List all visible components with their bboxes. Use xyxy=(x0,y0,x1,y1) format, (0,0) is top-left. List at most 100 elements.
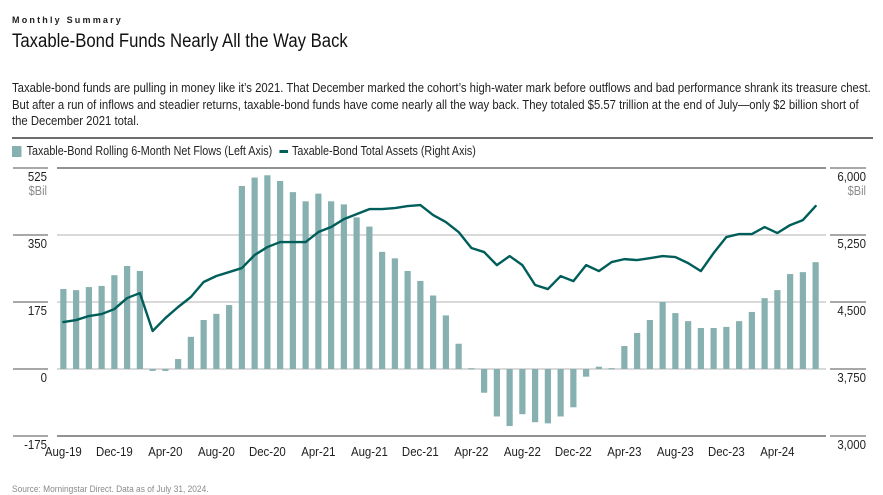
flows-bar xyxy=(736,321,743,369)
x-tick-label: Dec-19 xyxy=(96,444,133,459)
flows-bar xyxy=(723,326,730,369)
x-tick-label: Apr-20 xyxy=(148,444,182,459)
flows-bar xyxy=(646,319,653,369)
flows-bar xyxy=(111,275,118,369)
x-tick-label: Aug-21 xyxy=(351,444,388,459)
flows-bar xyxy=(672,313,679,369)
right-axis: 6,000 5,250 4,500 3,750 3,000 $Bil xyxy=(830,167,866,452)
flows-bar xyxy=(238,185,245,369)
flows-bar xyxy=(621,346,628,369)
flows-bar xyxy=(162,369,169,371)
flows-bar xyxy=(468,368,475,370)
flows-bar xyxy=(200,319,207,369)
flows-bar xyxy=(366,226,373,369)
left-axis: 525 350 175 0 -175 $Bil xyxy=(13,167,48,452)
flows-bar xyxy=(583,369,590,377)
left-axis-unit-label: $Bil xyxy=(29,184,47,198)
x-tick-label: Apr-22 xyxy=(454,444,488,459)
x-tick-label: Dec-23 xyxy=(708,444,745,459)
x-tick-label: Aug-23 xyxy=(657,444,694,459)
x-tick-label: Aug-19 xyxy=(45,444,82,459)
flows-bar xyxy=(532,369,539,423)
right-axis-unit-label: $Bil xyxy=(848,184,866,198)
legend-flows-label: Taxable-Bond Rolling 6-Month Net Flows (… xyxy=(26,144,273,158)
x-tick-label: Dec-20 xyxy=(249,444,286,459)
flows-bar xyxy=(557,369,564,417)
flows-bar xyxy=(391,258,398,369)
flows-bar xyxy=(787,274,794,369)
x-axis: Aug-19 Dec-19 Apr-20 Aug-20 Dec-20 Apr-21 Aug-… xyxy=(45,444,795,459)
flows-bar xyxy=(455,343,462,369)
right-tick-label: 4,500 xyxy=(837,303,866,318)
flows-bar xyxy=(608,368,615,370)
flows-bar xyxy=(430,295,437,369)
flows-bar xyxy=(774,290,781,369)
flows-bar xyxy=(506,369,513,427)
assets-line-group xyxy=(62,203,817,333)
chart-title: Taxable-Bond Funds Nearly All the Way Ba… xyxy=(12,31,348,52)
flows-bar xyxy=(149,369,156,371)
flows-bar xyxy=(277,181,284,369)
eyebrow-label: Monthly Summary xyxy=(12,15,124,25)
flows-bar xyxy=(289,192,296,369)
flows-bar xyxy=(685,321,692,369)
x-tick-label: Apr-24 xyxy=(760,444,794,459)
right-tick-label: 3,750 xyxy=(837,370,866,385)
legend-bar-swatch-icon xyxy=(12,145,22,157)
left-tick-label: 0 xyxy=(41,370,48,385)
legend: Taxable-Bond Rolling 6-Month Net Flows (… xyxy=(12,144,483,158)
chart-description: Taxable-bond funds are pulling in money … xyxy=(12,80,871,128)
flows-bar xyxy=(595,366,602,369)
flows-bar xyxy=(353,217,360,369)
right-tick-label: 5,250 xyxy=(837,236,866,251)
flows-bar xyxy=(442,315,449,369)
flows-bar xyxy=(213,313,220,369)
flows-bar xyxy=(251,177,258,369)
flows-bar xyxy=(417,280,424,369)
flows-bar xyxy=(175,359,182,369)
header-divider xyxy=(12,137,873,139)
flows-bar xyxy=(136,270,143,369)
left-tick-label: 525 xyxy=(28,169,47,184)
flows-bar xyxy=(226,305,233,369)
assets-line xyxy=(62,203,817,333)
right-tick-label: 6,000 xyxy=(837,169,866,184)
flows-bar xyxy=(85,287,92,369)
flows-bar xyxy=(544,369,551,424)
flows-bar xyxy=(481,369,488,393)
flows-bar xyxy=(60,288,67,369)
legend-assets-label: Taxable-Bond Total Assets (Right Axis) xyxy=(291,144,476,158)
right-tick-label: 3,000 xyxy=(837,437,866,452)
flows-bar xyxy=(124,266,131,369)
flows-bar xyxy=(761,298,768,369)
flows-bar xyxy=(73,290,80,369)
gridlines xyxy=(57,167,826,437)
flows-bar xyxy=(404,270,411,369)
source-note: Source: Morningstar Direct. Data as of J… xyxy=(12,484,209,495)
left-tick-label: 175 xyxy=(28,303,47,318)
flows-bar xyxy=(302,201,309,369)
flows-bar xyxy=(264,175,271,369)
flows-bar xyxy=(328,201,335,369)
legend-item-assets: Taxable-Bond Total Assets (Right Axis) xyxy=(279,144,476,158)
flows-bar xyxy=(710,328,717,369)
left-tick-label: -175 xyxy=(24,437,47,452)
flows-bar xyxy=(519,369,526,415)
x-tick-label: Dec-22 xyxy=(555,444,592,459)
legend-line-swatch-icon xyxy=(279,149,288,153)
flows-bar xyxy=(634,333,641,369)
left-tick-label: 350 xyxy=(28,236,47,251)
flows-bar xyxy=(570,369,577,408)
flows-bar xyxy=(812,262,819,369)
flows-bar xyxy=(493,369,500,417)
x-tick-label: Apr-21 xyxy=(301,444,335,459)
flows-bar xyxy=(379,251,386,369)
flows-bar xyxy=(659,302,666,369)
flows-bar xyxy=(315,193,322,369)
flows-bar xyxy=(799,272,806,369)
x-tick-label: Apr-23 xyxy=(607,444,641,459)
flows-bars xyxy=(60,175,819,427)
flows-bar xyxy=(340,204,347,369)
flows-bar xyxy=(187,336,194,369)
